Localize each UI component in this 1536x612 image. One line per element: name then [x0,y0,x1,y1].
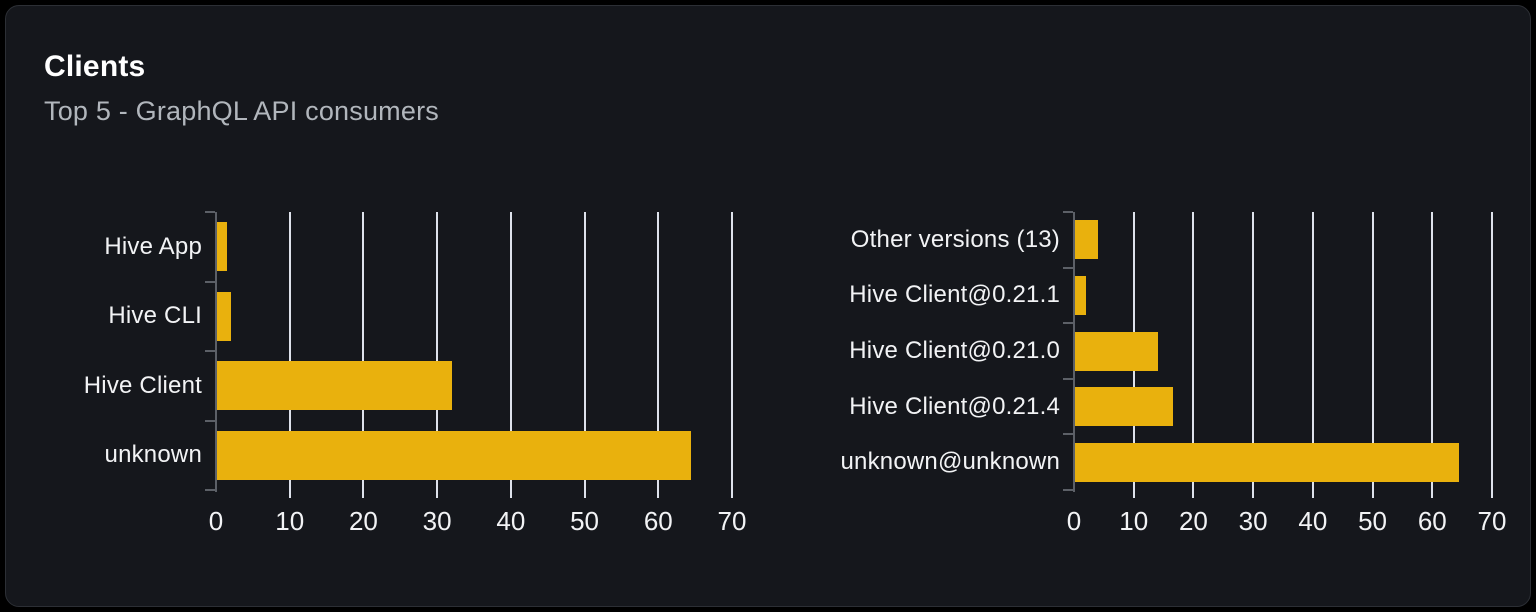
x-tick-label: 50 [1358,506,1388,536]
x-tick-label: 50 [570,506,600,536]
y-axis-tick [1063,489,1073,491]
y-axis-tick [205,280,215,283]
x-tick-label: 10 [1119,506,1149,536]
y-axis-tick [205,211,215,213]
category-axis: Hive App Hive CLI Hive Client unknown [44,212,202,490]
gridline [731,212,733,498]
y-axis-tick [205,350,215,352]
charts-row: Hive App Hive CLI Hive Client unknown 0 10 20 3… [44,211,1506,540]
category-label: Hive Client@0.21.0 [849,336,1060,364]
gridline [1371,212,1374,498]
gridline [1431,212,1434,498]
x-tick-label: 30 [422,506,452,536]
gridline [509,212,512,498]
y-axis-tick [205,419,215,422]
y-axis-tick [1063,377,1073,380]
bar[interactable] [216,430,692,480]
x-tick-label: 30 [1238,506,1268,536]
plot-area: 0 10 20 30 40 50 60 70 [1063,211,1506,536]
bar[interactable] [1074,220,1098,260]
y-axis-line [215,212,217,492]
gridline [657,212,660,498]
card-title: Clients [44,50,146,83]
category-label: Hive Client@0.21.1 [849,281,1060,309]
card-subtitle: Top 5 - GraphQL API consumers [44,96,439,126]
clients-by-version-chart: Other versions (13) Hive Client@0.21.1 Hiv… [840,211,1506,540]
category-label: Hive Client@0.21.4 [849,392,1060,420]
gridline [1192,212,1195,498]
x-tick-label: 70 [1477,506,1507,536]
y-axis-tick [205,489,215,491]
x-tick-label: 0 [1066,506,1082,536]
gridline [583,212,586,498]
x-tick-label: 60 [643,506,673,536]
x-tick-label: 40 [496,506,526,536]
x-tick-label: 10 [275,506,305,536]
clients-by-name-chart: Hive App Hive CLI Hive Client unknown 0 10 20 3… [44,211,746,540]
bar[interactable] [1074,442,1460,482]
y-axis-tick [1063,211,1073,213]
y-axis-line [1073,212,1075,492]
category-axis: Other versions (13) Hive Client@0.21.1 Hiv… [840,212,1060,490]
bar[interactable] [1074,331,1158,371]
x-tick-label: 0 [208,506,224,536]
gridline [436,212,439,498]
x-tick-label: 60 [1417,506,1447,536]
category-label: Hive CLI [108,302,202,330]
x-tick-label: 70 [717,506,747,536]
category-label: Hive App [104,232,202,260]
bar[interactable] [216,361,452,411]
gridline [288,212,291,498]
gridline [1491,212,1493,498]
bar[interactable] [1074,387,1173,427]
y-axis-tick [1063,433,1073,436]
plot-area: 0 10 20 30 40 50 60 70 [205,211,746,536]
gridline [362,212,365,498]
category-label: Hive Client [83,371,202,399]
gridline [1311,212,1314,498]
y-axis-tick [1063,266,1073,269]
clients-card: Clients Top 5 - GraphQL API consumers Hi… [5,5,1531,607]
x-tick-label: 20 [348,506,378,536]
y-axis-tick [1063,322,1073,325]
gridline [1252,212,1255,498]
bar[interactable] [216,222,228,272]
category-label: Other versions (13) [850,225,1060,253]
x-tick-label: 40 [1298,506,1328,536]
category-label: unknown [104,441,202,469]
category-label: unknown@unknown [840,448,1060,476]
x-tick-label: 20 [1178,506,1208,536]
bar[interactable] [216,291,231,341]
bar[interactable] [1074,275,1086,315]
